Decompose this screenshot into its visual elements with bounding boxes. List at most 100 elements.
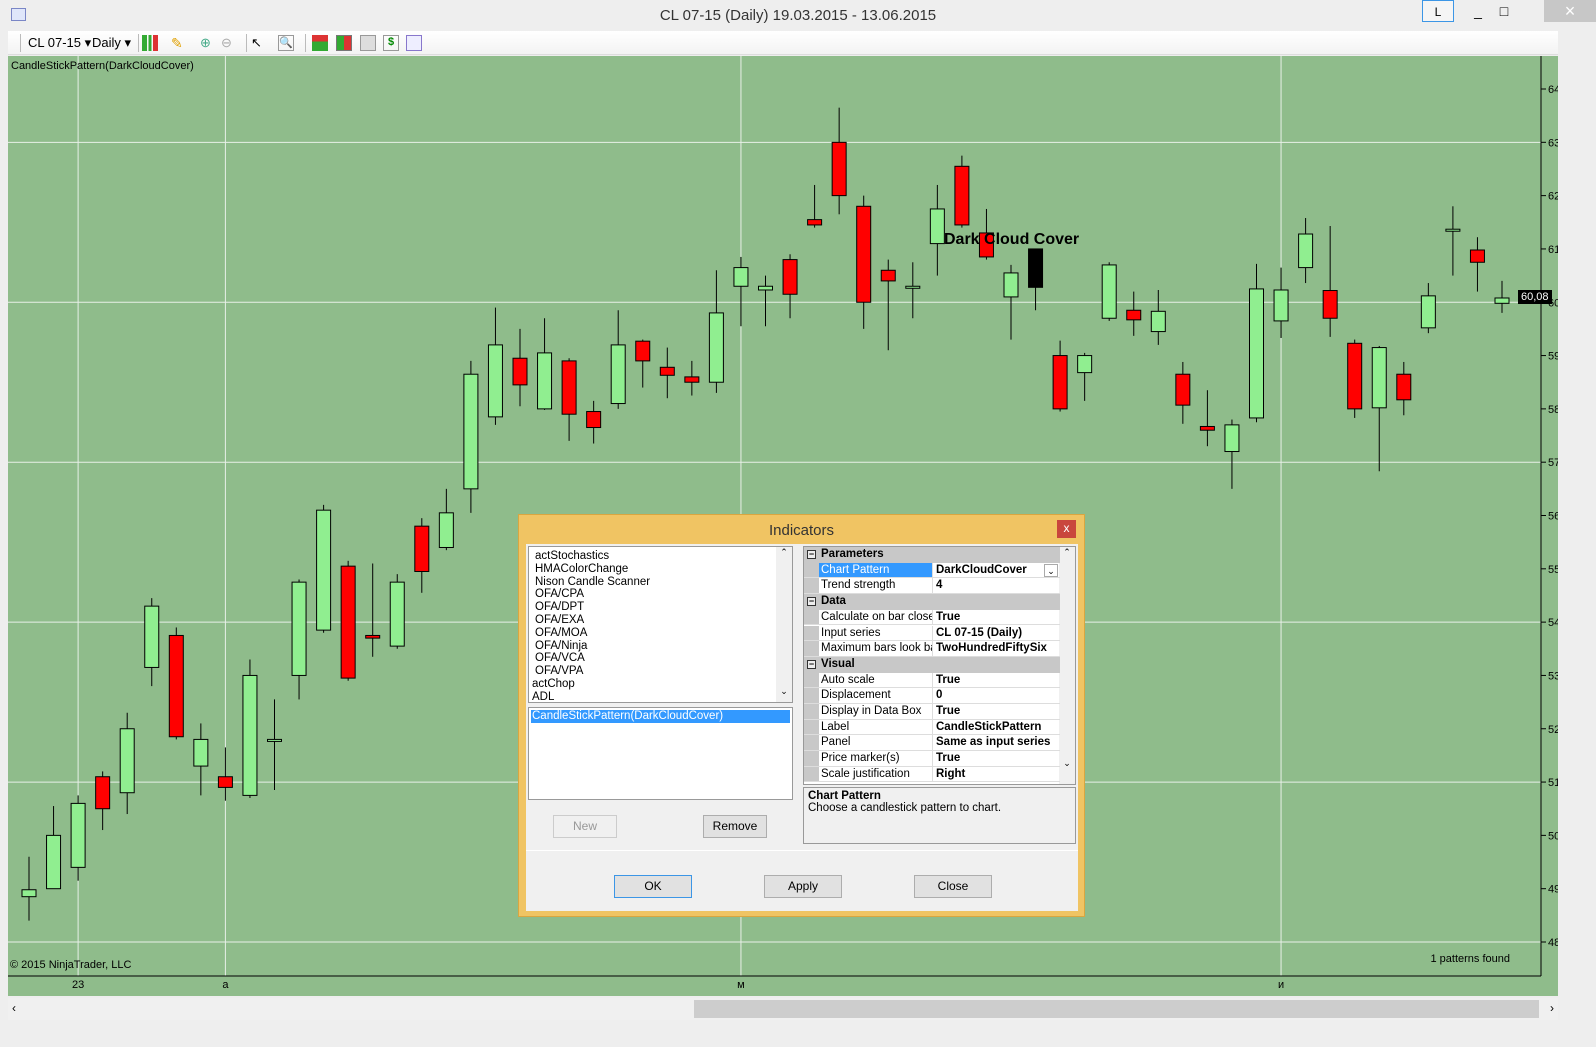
category-label: Visual: [821, 657, 855, 670]
property-value[interactable]: TwoHundredFiftySix: [936, 642, 1047, 655]
candle-body: [659, 366, 675, 376]
property-name: Scale justification: [819, 766, 933, 782]
indicator-list-item[interactable]: OFA/DPT: [535, 601, 585, 614]
property-row[interactable]: Panel Same as input series: [804, 735, 1060, 752]
close-button[interactable]: ×: [1544, 0, 1596, 22]
chart-properties-icon[interactable]: [360, 35, 376, 51]
property-row[interactable]: Maximum bars look ba TwoHundredFiftySix: [804, 641, 1060, 657]
apply-button[interactable]: Apply: [764, 875, 842, 898]
y-tick-label: 49,00: [1548, 884, 1558, 896]
interval-selector[interactable]: Daily ▾: [92, 35, 132, 50]
property-row[interactable]: Chart Pattern DarkCloudCover ⌄: [804, 562, 1060, 579]
property-row[interactable]: Display in Data Box True: [804, 704, 1060, 720]
property-value[interactable]: 4: [936, 579, 943, 592]
property-row[interactable]: Input series CL 07-15 (Daily): [804, 625, 1060, 642]
candle-body: [610, 344, 626, 405]
candle-body: [1347, 342, 1363, 410]
property-value[interactable]: CL 07-15 (Daily): [936, 626, 1023, 639]
property-category[interactable]: − Visual: [804, 656, 1060, 673]
property-value[interactable]: 0: [936, 689, 943, 702]
scroll-right-icon[interactable]: ›: [1550, 1001, 1554, 1015]
property-row[interactable]: Trend strength 4: [804, 578, 1060, 595]
indicator-list-item[interactable]: OFA/Ninja: [535, 639, 588, 652]
y-tick-label: 50,00: [1548, 830, 1558, 842]
candle-body: [193, 738, 209, 767]
data-box-icon[interactable]: [406, 35, 422, 51]
collapse-icon[interactable]: −: [807, 596, 816, 607]
property-category[interactable]: − Parameters: [804, 547, 1060, 563]
candle-body: [978, 232, 994, 258]
instrument-selector[interactable]: CL 07-15 ▾: [28, 35, 92, 50]
collapse-icon[interactable]: −: [807, 658, 816, 669]
indicators-icon[interactable]: [312, 35, 328, 51]
indicator-label: CandleStickPattern(DarkCloudCover): [11, 60, 194, 72]
indicator-list-item[interactable]: actStochastics: [535, 550, 610, 562]
new-button[interactable]: New: [553, 815, 617, 838]
property-row[interactable]: Label CandleStickPattern: [804, 719, 1060, 736]
applied-indicator-item[interactable]: CandleStickPattern(DarkCloudCover): [531, 710, 790, 723]
horizontal-scrollbar[interactable]: ‹ ›: [8, 998, 1558, 1020]
property-value[interactable]: True: [936, 752, 961, 765]
grid-scrollbar[interactable]: ⌃ ⌄: [1059, 547, 1075, 784]
scroll-left-icon[interactable]: ‹: [12, 1001, 16, 1015]
indicator-list-item[interactable]: OFA/EXA: [535, 613, 585, 626]
indicator-list-item[interactable]: OFA/VCA: [535, 652, 585, 665]
available-indicators-list[interactable]: ⌃ ⌄ actStochastics HMAColorChange Nison Can…: [528, 546, 793, 703]
property-value[interactable]: DarkCloudCover: [936, 563, 1027, 576]
indicator-list-item[interactable]: OFA/MOA: [535, 626, 588, 639]
property-row[interactable]: Auto scale True: [804, 672, 1060, 689]
dropdown-chevron-icon[interactable]: ⌄: [1044, 563, 1058, 577]
candle-body: [537, 352, 553, 410]
candle-body: [463, 373, 479, 490]
bar-type-icon[interactable]: [142, 35, 158, 51]
dialog-close-button[interactable]: x: [1057, 520, 1076, 538]
property-name: Chart Pattern: [819, 562, 933, 578]
property-name: Label: [819, 719, 933, 735]
indicator-list-item[interactable]: ADL: [532, 690, 555, 703]
property-value[interactable]: True: [936, 673, 961, 686]
maximize-button[interactable]: □: [1499, 3, 1509, 19]
layout-button[interactable]: L: [1422, 0, 1454, 22]
scrollbar-thumb[interactable]: [694, 1000, 1539, 1018]
property-value[interactable]: Same as input series: [936, 736, 1051, 749]
property-value[interactable]: True: [936, 610, 961, 623]
dollar-icon[interactable]: $: [383, 35, 399, 51]
zoom-out-icon[interactable]: ⊖: [221, 35, 232, 50]
pencil-draw-icon[interactable]: ✎: [171, 35, 183, 51]
indicator-list-item[interactable]: OFA/VPA: [535, 665, 584, 678]
property-value[interactable]: True: [936, 705, 961, 717]
x-tick-label: 23: [72, 979, 84, 991]
x-tick-label: м: [737, 979, 745, 991]
property-row[interactable]: Price marker(s) True: [804, 751, 1060, 767]
property-row[interactable]: Displacement 0: [804, 688, 1060, 704]
indicator-list-item[interactable]: OFA/CPA: [535, 588, 584, 601]
candle-body: [46, 834, 62, 890]
magnifier-icon[interactable]: 🔍: [278, 35, 294, 51]
strategies-icon[interactable]: [336, 35, 352, 51]
y-tick-label: 58,00: [1548, 404, 1558, 416]
property-category[interactable]: − Data: [804, 594, 1060, 610]
minimize-button[interactable]: _: [1474, 3, 1482, 19]
properties-grid[interactable]: ⌃ ⌄ − Parameters Chart Pattern DarkCloudCove…: [803, 546, 1076, 785]
indicator-list-item[interactable]: HMAColorChange: [535, 562, 629, 575]
collapse-icon[interactable]: −: [807, 549, 816, 559]
indicators-dialog: Indicators x ⌃ ⌄ actStochastics HMAColorCh…: [518, 514, 1085, 917]
candle-body: [684, 376, 700, 383]
candle-body: [217, 776, 233, 788]
indicator-list-item[interactable]: actChop: [532, 677, 575, 690]
property-value[interactable]: Right: [936, 767, 966, 780]
property-row[interactable]: Scale justification Right: [804, 766, 1060, 783]
candle-body: [1494, 297, 1510, 304]
property-row[interactable]: Calculate on bar close True: [804, 609, 1060, 626]
property-value[interactable]: CandleStickPattern: [936, 720, 1042, 733]
list-scrollbar[interactable]: ⌃ ⌄: [776, 547, 792, 702]
remove-button[interactable]: Remove: [703, 815, 767, 838]
close-dialog-button[interactable]: Close: [914, 875, 992, 898]
applied-indicators-list[interactable]: CandleStickPattern(DarkCloudCover): [528, 707, 793, 800]
zoom-in-icon[interactable]: ⊕: [200, 35, 211, 50]
indicator-list-item[interactable]: Nison Candle Scanner: [535, 575, 651, 588]
cursor-icon[interactable]: ↖: [251, 35, 262, 50]
ok-button[interactable]: OK: [614, 875, 692, 898]
chart-canvas[interactable]: 23ами64,0063,0062,0061,0060,0059,0058,00…: [8, 56, 1576, 996]
candle-body: [1003, 272, 1019, 298]
